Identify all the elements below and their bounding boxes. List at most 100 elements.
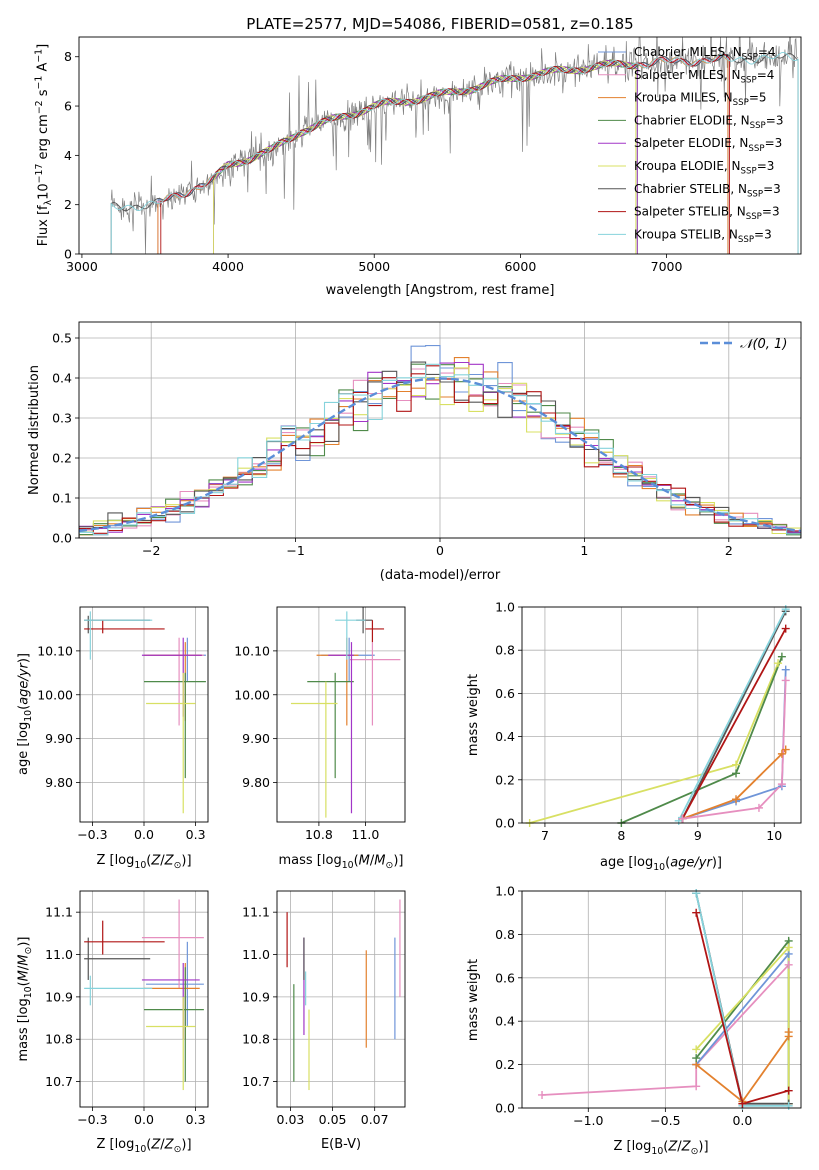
label-part: )]: [698, 1140, 708, 1155]
label-part: =3: [762, 205, 780, 219]
label-part: Z: [150, 853, 161, 868]
weight-marker-salpeter_stelib: [784, 1086, 793, 1095]
tick-label-y: 0.4: [52, 371, 72, 386]
label-part: SSP: [742, 53, 758, 63]
legend-label: Chabrier ELODIE, NSSP=3: [634, 113, 783, 131]
tick-label-y: 0.6: [495, 686, 515, 701]
tick-label-x: 7: [541, 828, 549, 843]
label-part: /: [16, 965, 31, 970]
label-part: SSP: [746, 212, 762, 222]
tick-label-y: 6: [64, 99, 72, 114]
legend-label: Salpeter MILES, NSSP=4: [634, 68, 774, 86]
label-part: Z [: [613, 1139, 631, 1154]
tick-label-y: 1.0: [495, 884, 515, 899]
label-part: λ: [43, 199, 54, 205]
tick-label-x: −0.3: [77, 1112, 107, 1127]
label-part: 10: [23, 710, 34, 722]
model-line-salpeter_stelib: [160, 53, 730, 254]
plot-area: [529, 608, 787, 823]
tick-label-x: 6000: [504, 259, 536, 274]
panel-age_vs_mass: 10.8 11.0 9.80 9.90 10.00 10.10: [234, 606, 406, 842]
label-part: (: [16, 705, 31, 710]
tick-label-y: 11.1: [45, 905, 73, 920]
label-part: Z [: [96, 1137, 114, 1152]
tick-label-y: 0.2: [495, 772, 515, 787]
label-part: −1: [34, 49, 45, 63]
label-part: /: [370, 853, 375, 868]
tick-label-y: 9.80: [242, 775, 270, 790]
label-part: Kroupa ELODIE, N: [634, 159, 741, 173]
model-line-kroupa_elodie: [213, 60, 637, 254]
label-part: SSP: [738, 235, 754, 245]
tick-label-x: 0.0: [134, 827, 154, 842]
plot-area: [286, 899, 401, 1091]
tick-label-x: 3000: [66, 259, 98, 274]
y-axis-label: mass [log10(M/M⊙)]: [16, 936, 34, 1061]
model-line-chabrier_stelib: [110, 53, 799, 254]
weight-marker-salpeter_miles: [678, 814, 687, 823]
tick-label-y: 0.4: [495, 1014, 515, 1029]
label-part: Z: [164, 853, 175, 868]
label-part: Salpeter MILES, N: [634, 68, 741, 82]
tick-label-x: −2: [142, 543, 160, 558]
legend-label: Kroupa STELIB, NSSP=3: [634, 227, 772, 245]
label-part: /: [677, 1139, 682, 1154]
label-part: SSP: [741, 75, 757, 85]
legend-label: Chabrier STELIB, NSSP=3: [634, 182, 781, 200]
tick-label-y: 10.7: [242, 1074, 270, 1089]
tick-label-x: 9: [694, 828, 702, 843]
panels-layer: 3000 4000 5000 6000 7000 0 2 4 6 8 wavelength [Ang…: [16, 36, 802, 1157]
tick-label-y: 0.0: [495, 816, 515, 831]
tick-label-x: 0.07: [361, 1112, 389, 1127]
plot-area: [290, 607, 401, 818]
label-part: M: [359, 853, 370, 868]
tick-label-y: 0.0: [52, 531, 72, 546]
label-part: Z [: [96, 853, 114, 868]
label-part: erg cm: [36, 114, 51, 163]
label-part: (: [354, 853, 359, 868]
tick-label-y: 10.9: [242, 989, 270, 1004]
tick-label-x: −0.3: [77, 827, 107, 842]
tick-label-y: 0.3: [52, 411, 72, 426]
panel-spectrum: 3000 4000 5000 6000 7000 0 2 4 6 8 wavelength [Ang…: [64, 36, 802, 298]
label-part: Z: [681, 1139, 692, 1154]
label-part: Z: [164, 1137, 175, 1152]
tick-label-x: 0.03: [277, 1112, 305, 1127]
weight-marker-kroupa_elodie: [774, 659, 783, 668]
label-part: 10: [23, 986, 34, 998]
weight-marker-salpeter_miles: [777, 780, 786, 789]
panel-weight_vs_age: 7 8 9 10 0.0 0.2 0.4 0.6 0.8 1.0 mass weight: [466, 600, 802, 843]
tick-label-x: 8: [617, 828, 625, 843]
weight-line-salpeter_miles: [682, 680, 787, 820]
tick-label-y: 10.10: [234, 643, 270, 658]
label-part: =3: [765, 136, 783, 150]
label-part: =5: [749, 91, 767, 105]
label-part: −17: [34, 164, 45, 184]
weight-marker-salpeter_miles: [781, 676, 790, 685]
label-part: A: [36, 63, 51, 76]
weight-marker-kroupa_stelib: [784, 1101, 793, 1110]
weight-marker-kroupa_elodie: [692, 1045, 701, 1054]
tick-label-y: 0.4: [495, 729, 515, 744]
label-part: Salpeter STELIB, N: [634, 205, 746, 219]
label-part: ]: [36, 44, 51, 49]
label-part: 10: [134, 860, 146, 871]
axes-frame: [78, 321, 802, 539]
label-part: Z: [667, 1139, 678, 1154]
tick-label-x: 1: [580, 543, 588, 558]
weight-marker-salpeter_miles: [754, 803, 763, 812]
tick-label-y: 9.90: [242, 731, 270, 746]
label-part: /: [160, 853, 165, 868]
label-part: SSP: [741, 167, 757, 177]
label-part: log: [633, 855, 653, 870]
y-axis-label: Normed distribution: [27, 365, 42, 495]
label-part: /: [160, 1137, 165, 1152]
weight-marker-chabrier_elodie: [732, 769, 741, 778]
weight-marker-salpeter_miles: [692, 1082, 701, 1091]
panel-mass_vs_Z: −0.3 0.0 0.3 10.7 10.8 10.9 11.0 11.1: [45, 890, 209, 1127]
label-part: log: [322, 853, 342, 868]
label-part: log: [115, 853, 135, 868]
label-part: mass [: [278, 853, 321, 868]
label-part: s: [36, 89, 51, 100]
weight-marker-salpeter_stelib: [738, 1099, 747, 1108]
